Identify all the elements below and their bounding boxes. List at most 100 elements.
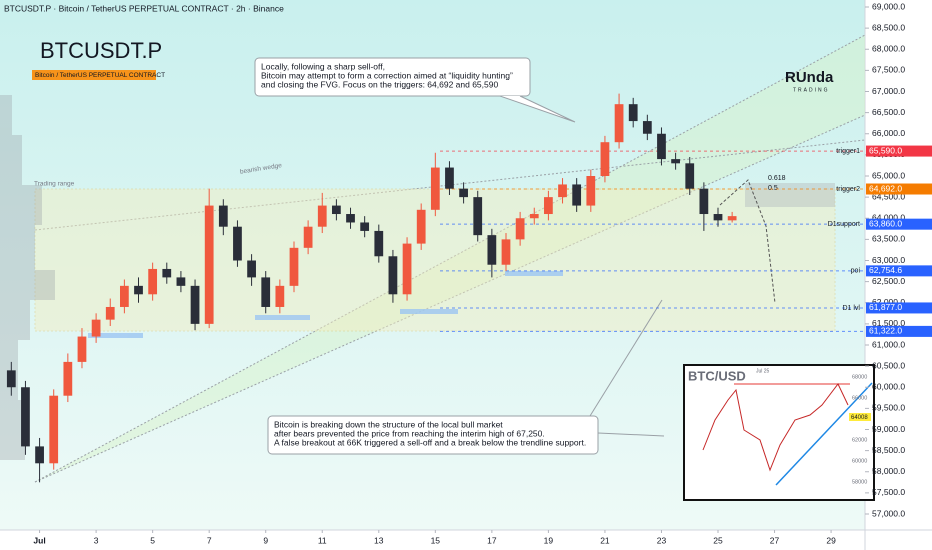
x-tick-label: 5 xyxy=(150,535,155,545)
chart-subtitle: Bitcoin / TetherUS PERPETUAL CONTRACT xyxy=(35,72,165,79)
y-tick-label: 63,000.0 xyxy=(872,255,905,265)
candle-body xyxy=(176,277,186,286)
level-label: 61,877.0 xyxy=(869,302,902,312)
x-tick-label: 11 xyxy=(318,535,327,545)
candle-body xyxy=(487,235,497,265)
y-tick-label: 58,000.0 xyxy=(872,466,905,476)
inset-title: BTC/USD xyxy=(688,368,746,383)
candle-body xyxy=(430,167,440,210)
candle-body xyxy=(685,163,695,189)
candle-body xyxy=(642,121,652,134)
candle-body xyxy=(317,205,327,227)
annotation-text: A false breakout at 66K triggered a sell… xyxy=(274,437,586,447)
candle-body xyxy=(21,387,30,447)
level-label: 61,322.0 xyxy=(869,326,902,336)
level-badge xyxy=(866,145,932,157)
y-tick-label: 68,500.0 xyxy=(872,22,905,32)
level-badge xyxy=(866,183,932,195)
candle-body xyxy=(671,159,680,164)
candle-body xyxy=(713,214,723,221)
candle-body xyxy=(459,188,468,198)
y-tick-label: 66,500.0 xyxy=(872,107,905,117)
x-tick-label: 25 xyxy=(713,535,723,545)
y-tick-label: 62,500.0 xyxy=(872,276,905,286)
volume-profile xyxy=(0,95,55,460)
level-badge xyxy=(866,302,932,314)
y-tick-label: 62,000.0 xyxy=(872,297,905,307)
chart-title: BTCUSDT.P xyxy=(40,38,162,63)
inset-tick: 62000 xyxy=(852,437,867,443)
x-tick-label: 7 xyxy=(207,535,212,545)
level-badge xyxy=(866,218,932,230)
inset-date: Jul 25 xyxy=(756,368,770,374)
liquidity-zones xyxy=(88,271,563,338)
y-tick-label: 63,500.0 xyxy=(872,234,905,244)
y-tick-label: 57,500.0 xyxy=(872,487,905,497)
candle-body xyxy=(6,370,16,388)
level-label: 63,860.0 xyxy=(869,218,902,228)
x-tick-label: 29 xyxy=(826,535,836,545)
candle-body xyxy=(275,285,285,307)
x-tick-label: 21 xyxy=(600,535,610,545)
candle-body xyxy=(374,230,384,257)
annotation-pointer xyxy=(589,299,663,417)
header: BTCUSDT.P · Bitcoin / TetherUS PERPETUAL… xyxy=(4,3,284,13)
level-label: 62,754.6 xyxy=(869,265,902,275)
x-tick-label: 23 xyxy=(657,535,667,545)
candle-body xyxy=(628,104,638,122)
candle-body xyxy=(190,285,200,324)
inset-trendline xyxy=(775,382,873,486)
wedge-line xyxy=(34,114,866,483)
y-tick-label: 61,000.0 xyxy=(872,339,905,349)
y-tick-label: 60,000.0 xyxy=(872,382,905,392)
candle-body xyxy=(600,142,610,176)
inset-price-badge xyxy=(849,413,871,421)
candle-body xyxy=(445,167,454,189)
level-name: trigger2 xyxy=(836,186,860,193)
candle-body xyxy=(134,285,143,295)
candle-body xyxy=(247,260,256,278)
inset-tick: 58000 xyxy=(852,479,867,485)
level-badge xyxy=(866,265,932,277)
annotation-box xyxy=(254,57,531,97)
annotation-text: Bitcoin is breaking down the structure o… xyxy=(274,419,503,429)
y-tick-label: 64,000.0 xyxy=(872,213,905,223)
candle-body xyxy=(49,395,59,464)
candle-body xyxy=(727,216,737,221)
candle-body xyxy=(91,319,101,337)
inset-price xyxy=(702,383,849,472)
candle-body xyxy=(586,176,596,206)
candle-body xyxy=(346,214,355,223)
candle-body xyxy=(233,226,242,261)
candle-body xyxy=(614,104,624,143)
level-name: D1 lvl xyxy=(842,305,860,312)
candle-body xyxy=(416,209,426,244)
annotation-box xyxy=(267,415,599,455)
candle-body xyxy=(77,336,87,362)
y-tick-label: 61,500.0 xyxy=(872,318,905,328)
candle-body xyxy=(501,239,511,265)
x-tick-label: 9 xyxy=(263,535,268,545)
inset-tick: 68000 xyxy=(852,374,867,380)
candle-body xyxy=(657,133,666,160)
x-tick-label: 3 xyxy=(94,535,99,545)
y-tick-label: 59,000.0 xyxy=(872,424,905,434)
y-tick-label: 58,500.0 xyxy=(872,445,905,455)
inset-tick: 66000 xyxy=(852,395,867,401)
candle-body xyxy=(558,184,567,198)
candle-body xyxy=(515,218,525,240)
candle-body xyxy=(544,197,553,215)
annotation-text: and closing the FVG. Focus on the trigge… xyxy=(261,79,498,89)
y-tick-label: 66,000.0 xyxy=(872,128,905,138)
fvg-zone xyxy=(745,183,835,207)
level-badge xyxy=(866,325,932,337)
wedge-line xyxy=(34,34,866,483)
x-tick-label: 13 xyxy=(374,535,384,545)
level-name: D1support xyxy=(828,221,860,228)
inset xyxy=(683,364,875,501)
candle-body xyxy=(388,256,398,295)
candle-body xyxy=(148,268,158,295)
annotation-text: after bears prevented the price from rea… xyxy=(274,428,545,438)
candle-body xyxy=(289,247,299,286)
